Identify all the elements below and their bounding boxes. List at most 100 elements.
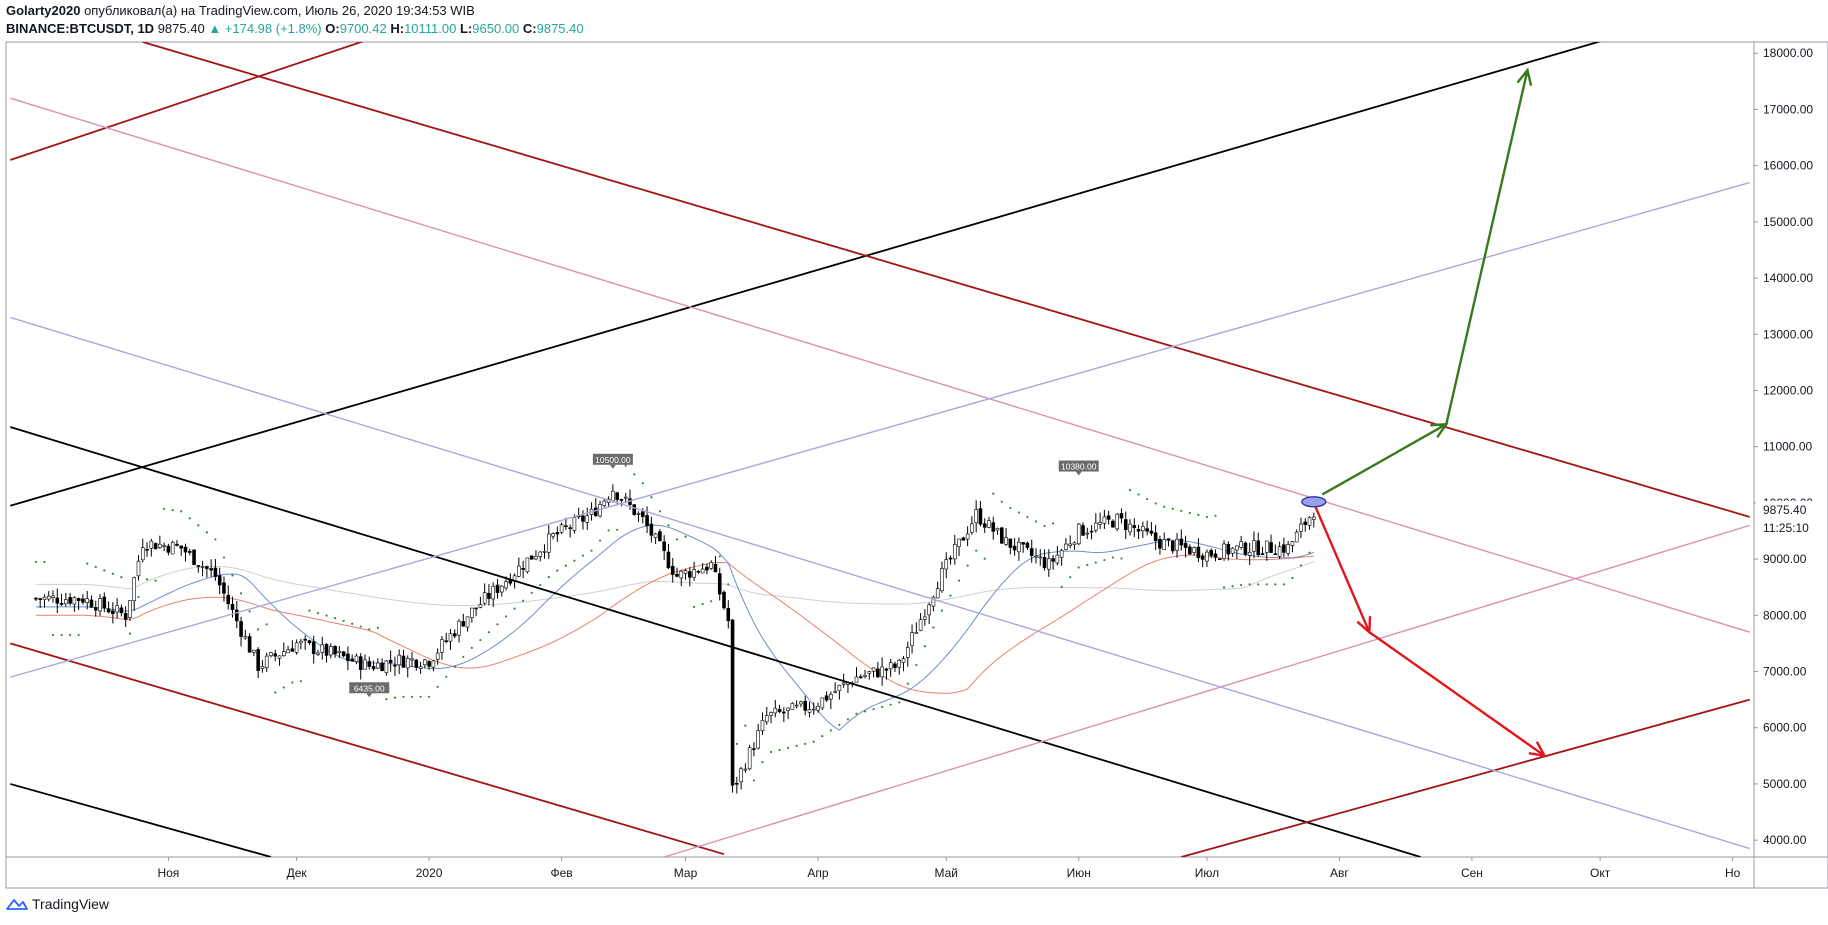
psar-dot bbox=[60, 633, 63, 637]
candle-body bbox=[1055, 554, 1060, 564]
candle-body bbox=[435, 652, 440, 660]
candle bbox=[474, 607, 478, 617]
candle bbox=[1029, 539, 1034, 563]
selected-point-marker[interactable] bbox=[1301, 496, 1327, 508]
candle-body bbox=[281, 651, 286, 656]
psar-dot bbox=[1086, 563, 1089, 567]
candle bbox=[457, 619, 461, 643]
trend-line-dark_red[interactable] bbox=[142, 42, 1750, 518]
candle-body bbox=[465, 616, 470, 628]
candle-body bbox=[256, 649, 260, 671]
candle-body bbox=[119, 607, 124, 614]
trend-line-pink[interactable] bbox=[10, 97, 1750, 633]
candle-body bbox=[782, 711, 786, 714]
candle bbox=[974, 500, 978, 533]
candle-body bbox=[769, 712, 773, 716]
candle bbox=[1136, 524, 1141, 540]
candle bbox=[876, 661, 880, 678]
candle-body bbox=[995, 527, 1000, 531]
red-arrow[interactable] bbox=[1312, 502, 1546, 757]
candle bbox=[320, 636, 325, 660]
trend-line-lavender[interactable] bbox=[10, 181, 1750, 678]
candle-body bbox=[893, 663, 897, 668]
psar-dot bbox=[333, 617, 337, 620]
candle bbox=[1260, 546, 1265, 556]
psar-dot bbox=[1171, 507, 1174, 510]
candle-body bbox=[521, 568, 525, 570]
candle-body bbox=[1068, 543, 1072, 546]
candle-body bbox=[414, 659, 419, 668]
candle-body bbox=[1294, 531, 1299, 543]
tradingview-brand[interactable]: TradingView bbox=[32, 896, 110, 912]
candle bbox=[927, 602, 931, 625]
candle bbox=[102, 592, 107, 613]
psar-dot bbox=[1034, 520, 1038, 523]
psar-dot bbox=[684, 535, 687, 538]
candle bbox=[1012, 537, 1017, 556]
y-tick-label: 11000.00 bbox=[1763, 440, 1812, 454]
candle bbox=[538, 551, 543, 562]
psar-dot bbox=[539, 583, 542, 587]
candle-body bbox=[448, 633, 453, 642]
candle-body bbox=[568, 527, 572, 530]
candle bbox=[499, 585, 504, 597]
candle bbox=[559, 522, 564, 535]
candle bbox=[1299, 517, 1303, 539]
candle bbox=[786, 707, 790, 720]
plot-area[interactable] bbox=[9, 36, 1750, 857]
candle bbox=[106, 601, 111, 614]
trend-line-black[interactable] bbox=[10, 426, 1421, 857]
trend-line-black[interactable] bbox=[10, 783, 272, 857]
trend-line-black[interactable] bbox=[10, 36, 1617, 507]
green-arrow[interactable] bbox=[1321, 69, 1529, 496]
psar-dot bbox=[34, 560, 38, 564]
psar-dot bbox=[513, 607, 516, 610]
psar-dot bbox=[1197, 513, 1200, 517]
candle-body bbox=[717, 573, 722, 595]
candle-body bbox=[833, 691, 837, 693]
trend-line-dark_red[interactable] bbox=[9, 36, 378, 161]
trend-line-dark_red[interactable] bbox=[10, 642, 725, 856]
candle bbox=[1286, 541, 1290, 557]
candle bbox=[354, 653, 359, 665]
psar-dot bbox=[983, 557, 986, 560]
psar-dot bbox=[470, 646, 473, 650]
candle-body bbox=[162, 545, 166, 547]
x-tick-label: Фев bbox=[551, 866, 573, 880]
candle-body bbox=[863, 674, 867, 677]
psar-dot bbox=[69, 633, 72, 637]
psar-dot bbox=[1180, 509, 1183, 512]
candle-body bbox=[487, 592, 491, 599]
candle bbox=[1243, 541, 1248, 557]
x-tick-label: Апр bbox=[807, 866, 829, 880]
psar-dot bbox=[829, 729, 832, 732]
candle-body bbox=[1235, 545, 1239, 551]
candle bbox=[281, 642, 286, 657]
candle bbox=[782, 707, 786, 723]
candle-body bbox=[64, 599, 68, 605]
candle-body bbox=[841, 682, 846, 685]
candle bbox=[893, 661, 897, 672]
trend-line-lavender[interactable] bbox=[10, 316, 1750, 850]
trend-line-pink[interactable] bbox=[663, 524, 1750, 857]
candle-body bbox=[982, 523, 987, 528]
candle-body bbox=[820, 697, 825, 709]
candle bbox=[905, 641, 910, 667]
candle bbox=[303, 635, 307, 650]
candle-body bbox=[658, 531, 662, 542]
trend-line-dark_red[interactable] bbox=[1181, 698, 1750, 857]
candle-body bbox=[299, 640, 303, 644]
candle-body bbox=[1239, 541, 1243, 548]
candle bbox=[435, 648, 440, 665]
psar-dot bbox=[1137, 493, 1140, 496]
candle bbox=[901, 656, 906, 672]
psar-dot bbox=[453, 665, 456, 668]
candle-body bbox=[1200, 555, 1205, 560]
psar-dot bbox=[316, 612, 320, 615]
candle-body bbox=[790, 703, 795, 710]
author-name[interactable]: Golarty2020 bbox=[6, 3, 81, 18]
candle bbox=[410, 651, 414, 668]
candle bbox=[64, 592, 68, 607]
candle bbox=[1111, 519, 1115, 528]
